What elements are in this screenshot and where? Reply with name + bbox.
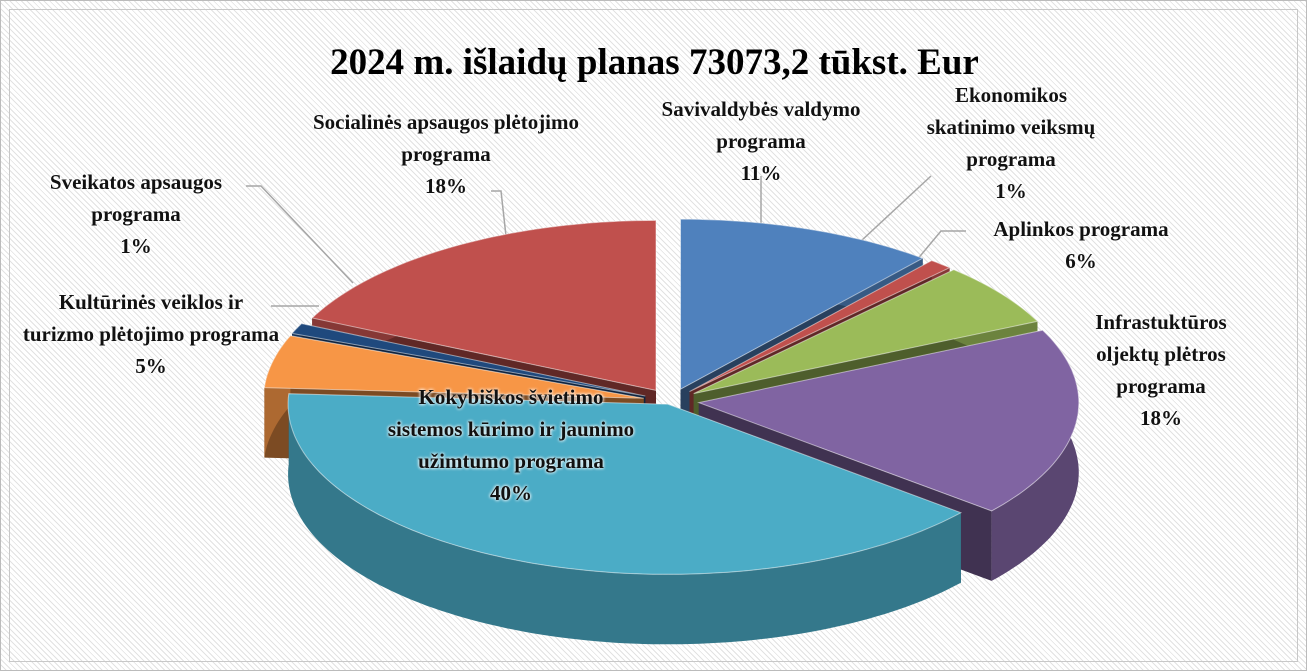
leader-line [246,185,354,284]
slice [689,260,951,393]
slice-wall [288,393,961,645]
category-label: Infrastuktūros oljektų plėtros programa [1095,310,1227,398]
value-label: 11% [740,161,782,185]
plot-frame [9,9,1298,662]
data-label: Savivaldybės valdymo programa 11% [656,93,866,189]
category-label: Sveikatos apsaugos programa [49,170,223,226]
slice [311,219,657,392]
value-label: 40% [490,481,532,505]
category-label: Socialinės apsaugos plėtojimo programa [312,110,580,166]
category-label: Aplinkos programa [993,217,1169,241]
data-label: Kultūrinės veiklos ir turizmo plėtojimo … [21,286,281,382]
data-label: Aplinkos programa 6% [956,213,1206,277]
value-label: 18% [425,174,467,198]
data-label: Kokybiškos švietimo sistemos kūrimo ir j… [381,381,641,509]
category-label: Kokybiškos švietimo sistemos kūrimo ir j… [387,385,635,473]
slice [693,269,1039,395]
value-label: 1% [120,234,152,258]
leader-line [860,175,932,242]
data-label: Socialinės apsaugos plėtojimo programa 18… [311,106,581,202]
slice [680,218,924,391]
leader-line [491,190,507,237]
category-label: Kultūrinės veiklos ir turizmo plėtojimo … [22,290,280,346]
category-label: Savivaldybės valdymo programa [661,97,861,153]
value-label: 5% [135,354,167,378]
chart-title: 2024 m. išlaidų planas 73073,2 tūkst. Eu… [330,42,979,83]
category-label: Ekonomikos skatinimo veiksmų programa [926,83,1096,171]
data-label: Ekonomikos skatinimo veiksmų programa 1% [911,79,1111,207]
value-label: 18% [1140,406,1182,430]
leader-line [915,230,966,262]
value-label: 6% [1065,249,1097,273]
data-label: Infrastuktūros oljektų plėtros programa 1… [1066,306,1256,434]
slice [263,335,644,399]
slice [287,393,963,575]
slice [291,323,646,397]
data-label: Sveikatos apsaugos programa 1% [16,166,256,262]
slice [697,329,1080,512]
value-label: 1% [995,179,1027,203]
leaders [246,175,966,307]
